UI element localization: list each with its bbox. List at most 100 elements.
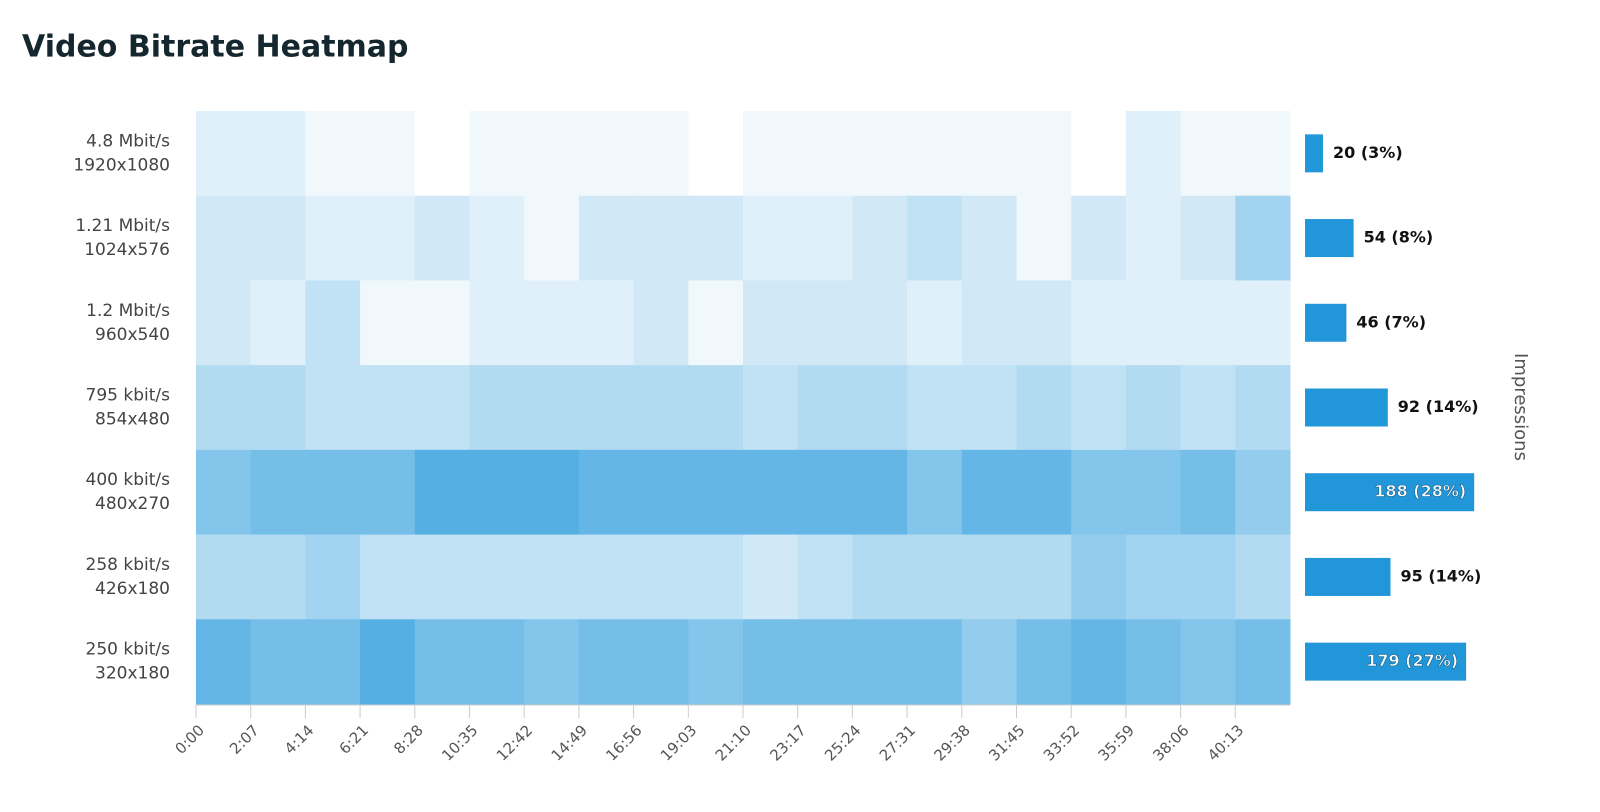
heat-cell — [524, 534, 580, 620]
heat-cell — [250, 195, 306, 281]
heat-cell — [852, 534, 908, 620]
bar-axis-label: Impressions — [1510, 353, 1531, 461]
x-tick-label: 27:31 — [876, 721, 919, 764]
heat-cell — [469, 619, 525, 705]
heat-cell — [305, 195, 361, 281]
heat-cell — [360, 280, 416, 366]
heat-cell — [1071, 111, 1127, 197]
heat-cell — [305, 280, 361, 366]
heat-cell — [1180, 534, 1236, 620]
heat-cell — [797, 111, 853, 197]
heat-cell — [797, 365, 853, 451]
heat-cell — [797, 449, 853, 536]
heat-cell — [469, 195, 525, 281]
heat-cell — [797, 280, 853, 366]
heat-cell — [633, 449, 689, 536]
bar — [1305, 219, 1354, 258]
bar — [1305, 134, 1323, 173]
heat-cell — [688, 449, 744, 536]
heat-cell — [305, 111, 361, 197]
heat-cell — [196, 534, 252, 620]
row-label-bitrate: 258 kbit/s — [86, 555, 171, 575]
heat-cell — [797, 619, 853, 705]
heat-cell — [961, 365, 1017, 451]
heat-cell — [633, 111, 689, 197]
heat-cell — [1071, 195, 1127, 281]
bar — [1305, 557, 1391, 596]
chart-title: Video Bitrate Heatmap — [22, 30, 409, 65]
heat-cell — [852, 619, 908, 705]
bar-value-label: 46 (7%) — [1356, 312, 1426, 331]
heat-cell — [578, 195, 635, 281]
x-tick-label: 6:21 — [336, 721, 373, 758]
heat-cell — [1180, 619, 1236, 705]
heat-cell — [1125, 449, 1182, 536]
heat-cell — [196, 280, 252, 366]
heat-cell — [360, 195, 416, 281]
heat-cell — [469, 111, 525, 197]
bar — [1305, 303, 1347, 342]
heat-cell — [250, 111, 306, 197]
bar — [1305, 388, 1388, 427]
x-tick-label: 8:28 — [390, 721, 427, 758]
heat-cell — [578, 619, 635, 705]
heat-cell — [1071, 365, 1127, 451]
heat-cell — [907, 534, 963, 620]
heat-cell — [852, 111, 908, 197]
heat-cell — [852, 195, 908, 281]
heat-cell — [688, 195, 744, 281]
heat-cell — [1235, 534, 1291, 620]
heat-cell — [305, 619, 361, 705]
heat-cell — [196, 111, 252, 197]
heat-cell — [1016, 195, 1072, 281]
x-tick-label: 40:13 — [1204, 721, 1247, 764]
row-label-resolution: 480x270 — [95, 494, 170, 514]
heat-cell — [688, 619, 744, 705]
heat-cell — [524, 195, 580, 281]
heat-cell — [1235, 449, 1291, 536]
heat-cell — [305, 449, 361, 536]
heat-cell — [250, 280, 306, 366]
heat-cell — [578, 111, 635, 197]
heat-cell — [743, 534, 799, 620]
heat-cell — [907, 111, 963, 197]
heat-cell — [196, 195, 252, 281]
heat-cell — [961, 534, 1017, 620]
heat-cell — [743, 111, 799, 197]
heat-cell — [524, 449, 580, 536]
heat-cell — [469, 365, 525, 451]
bar-value-label: 54 (8%) — [1364, 228, 1434, 247]
heat-cell — [524, 365, 580, 451]
heat-cell — [961, 619, 1017, 705]
bar-value-label: 188 (28%) — [1374, 482, 1466, 501]
row-label-resolution: 1024x576 — [84, 240, 170, 260]
heat-cell — [743, 365, 799, 451]
heat-cell — [743, 280, 799, 366]
heat-cell — [1235, 111, 1291, 197]
heat-cell — [1180, 280, 1236, 366]
heat-cell — [1180, 195, 1236, 281]
heat-cell — [524, 280, 580, 366]
x-tick-label: 38:06 — [1149, 721, 1192, 764]
x-tick-label: 16:56 — [602, 721, 645, 764]
heat-cell — [688, 534, 744, 620]
row-label-resolution: 960x540 — [95, 325, 170, 345]
heat-cell — [1235, 280, 1291, 366]
heat-cell — [196, 365, 252, 451]
heat-cell — [688, 111, 744, 197]
heat-cell — [633, 280, 689, 366]
row-label-resolution: 854x480 — [95, 410, 170, 430]
heat-cell — [1125, 111, 1182, 197]
heat-cell — [1125, 195, 1182, 281]
heat-cell — [1125, 534, 1182, 620]
heat-cell — [578, 534, 635, 620]
heat-cell — [1016, 111, 1072, 197]
x-tick-label: 25:24 — [821, 721, 864, 764]
heat-cell — [1071, 534, 1127, 620]
heat-cell — [1235, 619, 1291, 705]
heat-cell — [961, 449, 1017, 536]
heat-cell — [1235, 195, 1291, 281]
heat-cell — [797, 534, 853, 620]
x-tick-label: 31:45 — [985, 721, 1028, 764]
heat-cell — [1071, 280, 1127, 366]
